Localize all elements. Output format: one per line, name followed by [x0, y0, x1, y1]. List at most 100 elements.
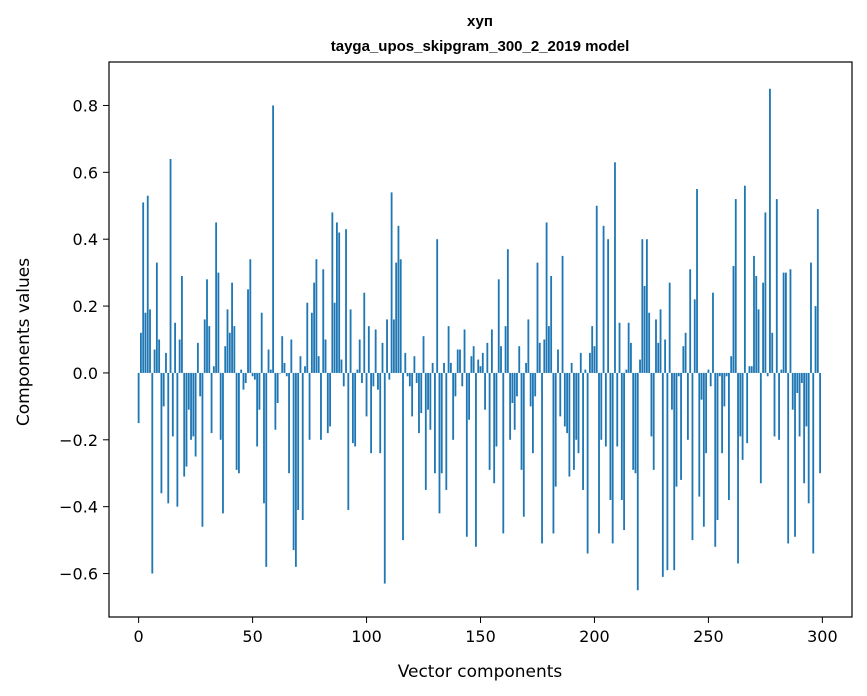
bar [771, 332, 774, 373]
bar [591, 326, 594, 373]
bar [805, 372, 808, 427]
bar [691, 372, 694, 541]
bar [402, 372, 404, 541]
bar [233, 326, 236, 373]
bar [796, 372, 799, 393]
bar [502, 372, 505, 534]
bar [714, 372, 717, 547]
bar [668, 282, 671, 373]
bar [684, 332, 687, 373]
bar [604, 372, 607, 447]
bar [140, 332, 142, 373]
bar [634, 372, 637, 474]
bar [274, 372, 277, 430]
bar [294, 372, 297, 567]
bar [377, 372, 379, 390]
bar [158, 339, 161, 373]
bar [247, 289, 249, 373]
bar [527, 319, 530, 373]
bar [778, 372, 780, 440]
bar [511, 372, 514, 404]
bar [497, 279, 500, 373]
bar [242, 372, 245, 390]
bar [383, 372, 386, 584]
bar [787, 372, 790, 544]
bar [160, 372, 163, 494]
bar [803, 372, 806, 484]
bar [798, 372, 801, 437]
y-tick-label: 0.8 [73, 96, 98, 115]
bar [541, 372, 543, 544]
bar [299, 356, 302, 373]
x-axis-label: Vector components [398, 662, 563, 682]
bar [235, 372, 238, 470]
bar [370, 372, 373, 454]
bar [791, 372, 794, 410]
bar [725, 372, 728, 377]
bar [490, 329, 493, 373]
bar [240, 369, 243, 373]
bar [696, 189, 698, 373]
bar [522, 372, 525, 517]
bar [272, 105, 275, 373]
bar [269, 369, 272, 373]
bar [231, 282, 233, 373]
bar [185, 372, 188, 467]
bar [144, 312, 147, 373]
bar [431, 362, 434, 373]
bar [652, 372, 655, 470]
bar [716, 372, 719, 521]
bar [532, 372, 534, 454]
bar [285, 372, 288, 377]
bar [746, 372, 749, 444]
bar [639, 359, 641, 373]
bar [759, 372, 762, 484]
bar [329, 372, 331, 427]
bar [780, 369, 783, 373]
x-tick-label: 250 [693, 627, 724, 646]
bar [509, 372, 512, 440]
bar [452, 372, 455, 440]
bar [707, 369, 710, 373]
bar [627, 322, 630, 373]
bar [333, 302, 336, 373]
bar [611, 372, 614, 544]
bar [481, 352, 484, 373]
bar [322, 269, 325, 373]
bar [666, 372, 669, 571]
bar [297, 372, 300, 511]
bar [162, 372, 165, 407]
bar [538, 342, 541, 373]
bar [573, 372, 575, 470]
bar [800, 372, 803, 383]
bar [609, 372, 612, 500]
bar [301, 372, 304, 521]
bar [345, 229, 347, 373]
bar [819, 372, 821, 474]
bar [203, 319, 206, 373]
bar [650, 372, 653, 437]
bar [183, 372, 186, 477]
bar [677, 372, 680, 377]
plot-frame [108, 61, 853, 618]
bar [397, 225, 400, 373]
y-tick-label: 0.2 [73, 297, 98, 316]
bar [814, 306, 817, 373]
bar [773, 372, 776, 437]
bar [812, 372, 815, 554]
bar [249, 259, 252, 373]
bar [347, 372, 350, 511]
bar [645, 239, 648, 373]
bar [256, 372, 259, 447]
bar [263, 372, 265, 504]
bar [178, 339, 181, 373]
y-axis: −0.6 −0.4 −0.2 0.0 0.2 0.4 0.6 0.8 [59, 96, 109, 584]
bar [149, 309, 151, 373]
bar [686, 372, 689, 440]
bar [582, 372, 584, 490]
bar [215, 222, 218, 373]
bar [365, 372, 368, 417]
bar [484, 372, 486, 410]
bar [165, 352, 167, 373]
